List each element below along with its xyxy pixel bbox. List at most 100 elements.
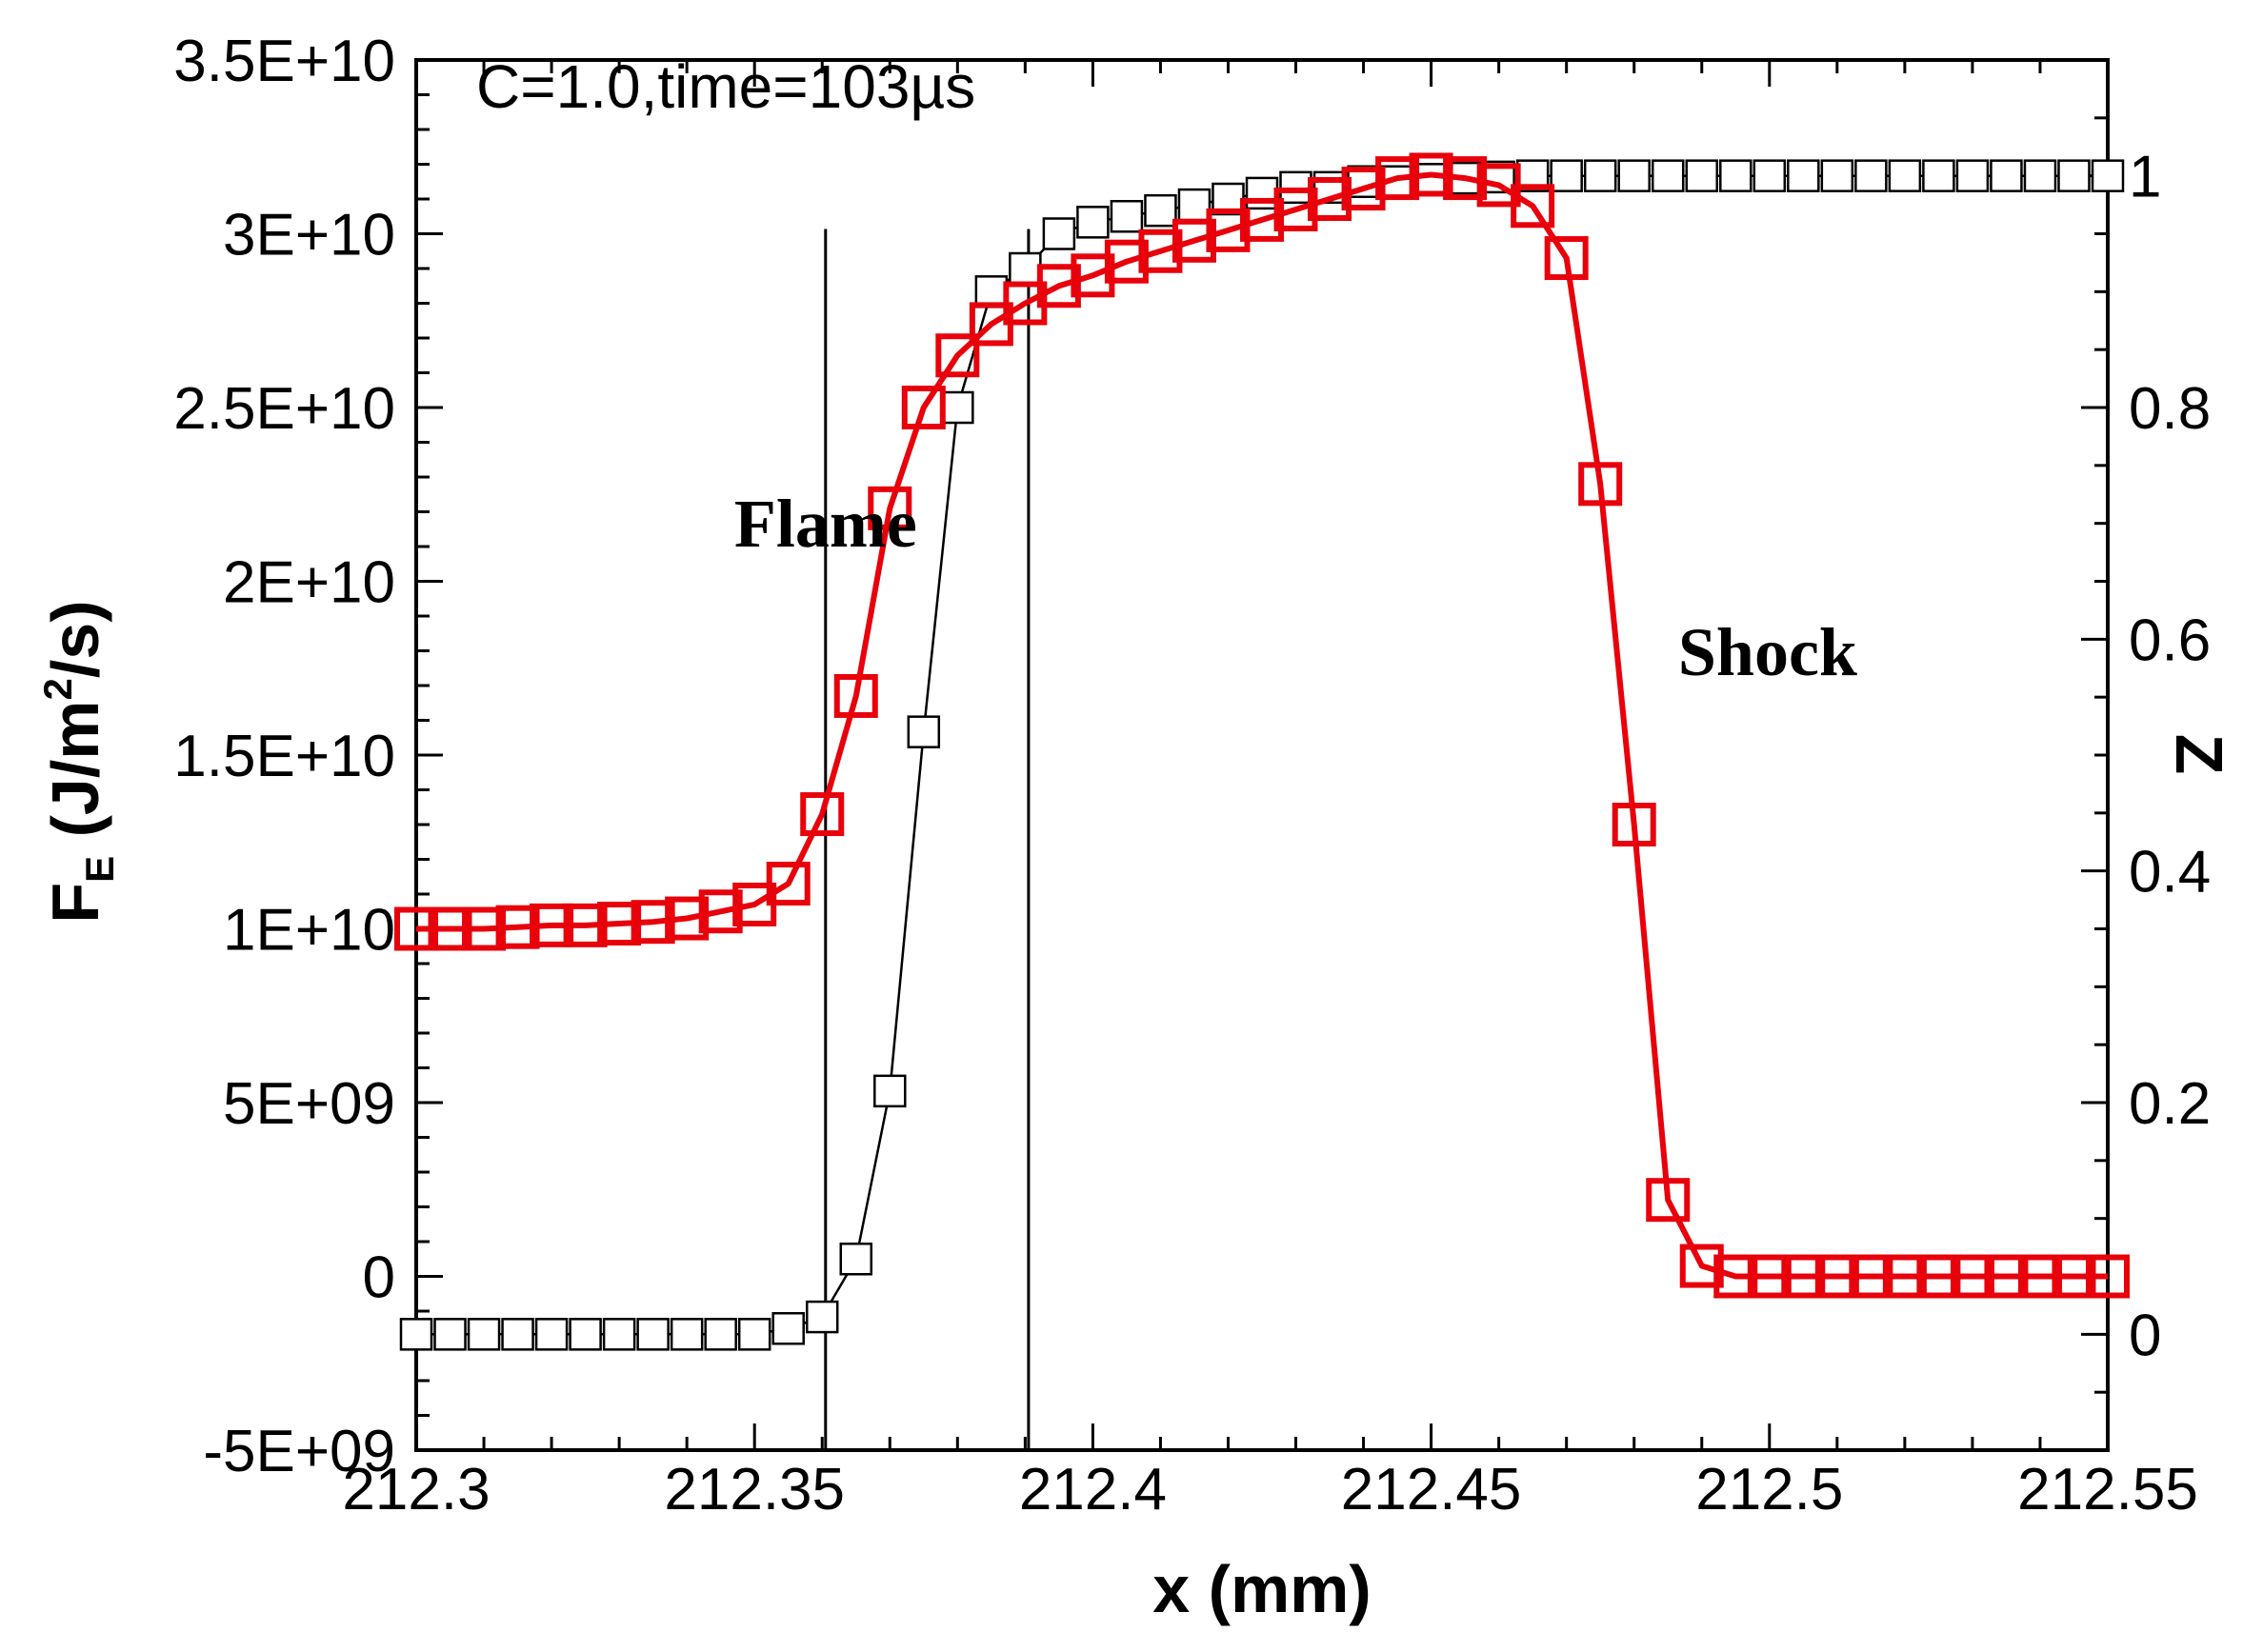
data-point-Z	[1888, 159, 1922, 192]
data-point-F_E	[1612, 803, 1656, 846]
data-point-Z	[2023, 159, 2057, 192]
data-point-Z	[467, 1318, 501, 1351]
y-right-tick-label: 0.4	[2129, 840, 2211, 906]
data-point-F_E	[1950, 1254, 1994, 1299]
data-point-F_E	[1104, 239, 1149, 284]
data-point-F_E	[462, 906, 507, 951]
y-left-tick-label: 2E+10	[223, 550, 395, 616]
annotation-flame: Flame	[734, 486, 917, 562]
data-point-F_E	[1544, 236, 1589, 281]
y-right-tick-label: 1	[2129, 145, 2161, 210]
data-point-F_E	[1646, 1178, 1691, 1223]
tick-labels: 212.3 212.35 212.4 212.45 212.5 212.55 -5E+09 0…	[173, 29, 2211, 1523]
data-point-F_E	[833, 673, 878, 718]
data-point-Z	[1854, 159, 1888, 192]
data-point-F_E	[1713, 1254, 1758, 1299]
data-point-F_E	[800, 792, 845, 837]
x-tick-label: 212.55	[2017, 1457, 2198, 1523]
annotations: Flame Shock	[734, 486, 1857, 690]
data-point-F_E	[1882, 1254, 1927, 1299]
data-point-Z	[1787, 159, 1820, 192]
data-point-Z	[1752, 159, 1787, 192]
data-point-F_E	[766, 862, 811, 906]
data-point-Z	[941, 390, 974, 425]
data-point-Z	[737, 1318, 771, 1351]
data-point-Z	[839, 1243, 873, 1276]
data-point-F_E	[1375, 156, 1420, 201]
data-point-Z	[399, 1318, 433, 1351]
data-point-F_E	[428, 906, 472, 951]
data-point-F_E	[495, 905, 540, 949]
data-point-F_E	[1443, 156, 1488, 201]
x-tick-label: 212.45	[1341, 1457, 1522, 1523]
data-point-Z	[704, 1318, 737, 1351]
data-point-F_E	[1679, 1244, 1724, 1288]
data-point-F_E	[631, 900, 675, 945]
data-point-F_E	[1984, 1254, 2029, 1299]
vertical-lines	[824, 229, 1031, 1450]
y-axis-title-superscript: 2	[35, 678, 80, 700]
data-point-Z	[907, 715, 941, 748]
data-point-F_E	[901, 386, 946, 429]
y-left-tick-label: 1E+10	[223, 898, 395, 964]
data-point-Z	[534, 1318, 569, 1351]
data-point-F_E	[2017, 1254, 2062, 1299]
data-point-F_E	[868, 486, 912, 530]
data-point-F_E	[1206, 208, 1251, 252]
chart-title: C=1.0,time=103µs	[476, 52, 975, 121]
data-point-Z	[433, 1318, 467, 1351]
x-tick-label: 212.5	[1695, 1457, 1843, 1523]
data-point-F_E	[1747, 1254, 1792, 1299]
y-axis-title-part1: (J/m	[38, 700, 112, 855]
data-point-Z	[1279, 170, 1312, 205]
y-left-tick-label: 2.5E+10	[173, 376, 395, 442]
data-point-Z	[1076, 206, 1110, 239]
data-point-F_E	[1138, 229, 1183, 273]
data-point-Z	[1550, 159, 1583, 192]
data-point-Z	[2091, 159, 2125, 192]
data-point-Z	[1110, 200, 1144, 233]
series	[394, 152, 2130, 1351]
data-point-Z	[670, 1318, 704, 1351]
y-axis-title-left: FE (J/m2/s)	[35, 600, 122, 923]
y-left-tick-label: 0	[363, 1245, 395, 1311]
data-point-Z	[1245, 176, 1279, 210]
data-point-Z	[1144, 193, 1177, 228]
data-point-F_E	[530, 903, 574, 947]
y-right-tick-label: 0.8	[2129, 376, 2211, 442]
annotation-shock: Shock	[1678, 614, 1857, 690]
y-right-tick-label: 0.2	[2129, 1071, 2211, 1137]
data-point-F_E	[665, 896, 710, 941]
data-point-Z	[805, 1300, 839, 1334]
data-point-F_E	[1578, 462, 1623, 507]
data-point-F_E	[2052, 1254, 2096, 1299]
data-point-F_E	[1308, 177, 1352, 221]
data-point-Z	[1009, 251, 1042, 286]
data-point-Z	[636, 1318, 670, 1351]
y-left-tick-label: 3E+10	[223, 203, 395, 269]
data-point-Z	[1990, 159, 2023, 192]
data-point-Z	[873, 1074, 907, 1108]
data-point-Z	[1651, 159, 1685, 192]
data-point-F_E	[597, 902, 642, 946]
data-point-Z	[771, 1312, 805, 1345]
y-left-tick-label: 3.5E+10	[173, 29, 395, 94]
data-point-F_E	[2086, 1254, 2130, 1299]
data-point-F_E	[1071, 253, 1115, 298]
x-axis-title: x (mm)	[1152, 1552, 1371, 1626]
data-point-F_E	[1916, 1254, 1961, 1299]
data-point-F_E	[394, 906, 438, 951]
data-point-Z	[1820, 159, 1854, 192]
data-point-Z	[1042, 217, 1076, 250]
data-point-F_E	[1781, 1254, 1826, 1299]
x-tick-label: 212.3	[342, 1457, 490, 1523]
x-tick-label: 212.35	[664, 1457, 845, 1523]
data-point-F_E	[563, 903, 608, 947]
data-point-Z	[1583, 159, 1617, 192]
y-left-tick-label: 5E+09	[223, 1071, 395, 1137]
y-axis-title-subscript: E	[77, 856, 122, 883]
data-point-Z	[1414, 163, 1448, 196]
data-point-Z	[1955, 159, 1990, 192]
data-point-Z	[2057, 159, 2091, 192]
